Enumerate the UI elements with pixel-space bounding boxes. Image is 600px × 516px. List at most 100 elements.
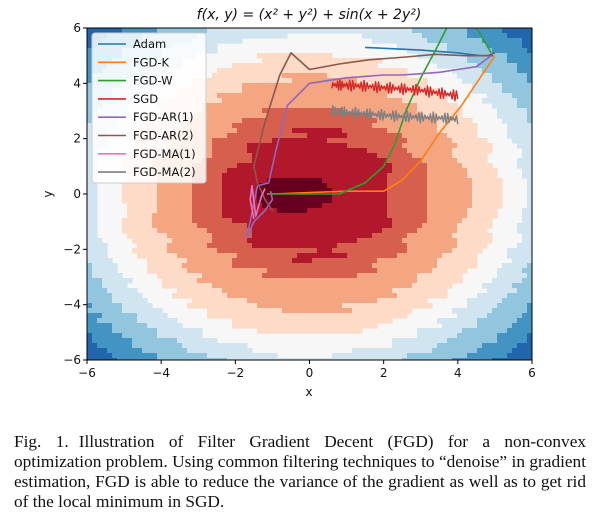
contour-cell <box>497 303 528 309</box>
contour-cell <box>157 193 193 199</box>
contour-cell <box>482 98 518 104</box>
contour-cell <box>507 53 532 59</box>
contour-cell <box>107 288 138 294</box>
contour-cell <box>122 223 153 229</box>
contour-cell <box>377 298 428 304</box>
contour-cell <box>122 193 158 199</box>
contour-cell <box>247 223 393 229</box>
contour-cell <box>87 283 103 289</box>
contour-cell <box>487 313 523 319</box>
contour-cell <box>457 223 493 229</box>
contour-cell <box>387 198 428 204</box>
contour-cell <box>192 83 243 89</box>
contour-cell <box>87 233 98 239</box>
contour-cell <box>402 133 448 139</box>
contour-cell <box>527 193 532 199</box>
contour-cell <box>497 268 523 274</box>
contour-cell <box>402 143 458 149</box>
contour-cell <box>157 203 193 209</box>
contour-cell <box>122 28 158 34</box>
contour-cell <box>462 163 493 169</box>
contour-cell <box>282 308 353 314</box>
contour-cell <box>427 163 463 169</box>
contour-cell <box>502 298 532 304</box>
contour-cell <box>222 203 263 209</box>
contour-cell <box>97 343 133 349</box>
contour-cell <box>227 133 308 139</box>
contour-cell <box>357 273 418 279</box>
contour-cell <box>257 328 363 334</box>
contour-cell <box>222 213 388 219</box>
contour-cell <box>502 28 532 34</box>
contour-cell <box>127 203 158 209</box>
contour-cell <box>437 258 478 264</box>
contour-cell <box>477 63 518 69</box>
contour-cell <box>202 103 418 109</box>
contour-cell <box>242 118 378 124</box>
contour-cell <box>232 318 393 324</box>
contour-cell <box>442 323 478 329</box>
contour-cell <box>522 238 532 244</box>
contour-cell <box>192 213 223 219</box>
contour-cell <box>342 108 418 114</box>
contour-cell <box>267 178 323 184</box>
contour-cell <box>227 168 393 174</box>
contour-cell <box>432 348 478 354</box>
contour-cell <box>417 328 463 334</box>
contour-cell <box>387 128 438 134</box>
contour-cell <box>332 198 388 204</box>
contour-cell <box>212 233 253 239</box>
contour-cell <box>427 208 468 214</box>
contour-cell <box>232 218 393 224</box>
contour-cell <box>372 38 428 44</box>
contour-cell <box>517 163 532 169</box>
contour-cell <box>437 63 478 69</box>
contour-cell <box>192 203 223 209</box>
contour-cell <box>527 183 532 189</box>
contour-cell <box>372 233 408 239</box>
contour-cell <box>377 258 438 264</box>
contour-cell <box>87 228 98 234</box>
contour-cell <box>427 203 473 209</box>
contour-cell <box>522 268 532 274</box>
contour-cell <box>207 353 278 359</box>
contour-cell <box>407 233 453 239</box>
contour-cell <box>507 128 532 134</box>
contour-cell <box>417 273 463 279</box>
contour-cell <box>407 353 468 359</box>
contour-cell <box>457 238 493 244</box>
contour-cell <box>452 248 483 254</box>
contour-cell <box>87 248 108 254</box>
contour-cell <box>457 243 488 249</box>
legend-box <box>91 32 207 184</box>
contour-cell <box>112 293 143 299</box>
contour-cell <box>87 208 98 214</box>
contour-cell <box>347 143 403 149</box>
contour-cell <box>162 278 198 284</box>
contour-cell <box>427 183 473 189</box>
contour-cell <box>262 108 343 114</box>
contour-cell <box>387 188 428 194</box>
contour-cell <box>432 58 468 64</box>
contour-cell <box>447 133 478 139</box>
contour-cell <box>157 198 193 204</box>
contour-cell <box>402 238 458 244</box>
contour-cell <box>87 268 93 274</box>
contour-cell <box>377 118 438 124</box>
contour-cell <box>392 343 438 349</box>
contour-cell <box>122 308 163 314</box>
contour-cell <box>397 43 448 49</box>
contour-cell <box>427 193 473 199</box>
contour-cell <box>87 303 93 309</box>
contour-cell <box>277 208 308 214</box>
contour-cell <box>87 193 98 199</box>
contour-cell <box>87 218 98 224</box>
contour-cell <box>527 338 532 344</box>
contour-cell <box>497 108 528 114</box>
contour-cell <box>512 93 532 99</box>
x-tick-label: 0 <box>306 366 314 380</box>
y-tick-label: −2 <box>63 242 81 256</box>
contour-cell <box>527 108 532 114</box>
contour-cell <box>467 353 508 359</box>
x-tick-label: 6 <box>528 366 536 380</box>
